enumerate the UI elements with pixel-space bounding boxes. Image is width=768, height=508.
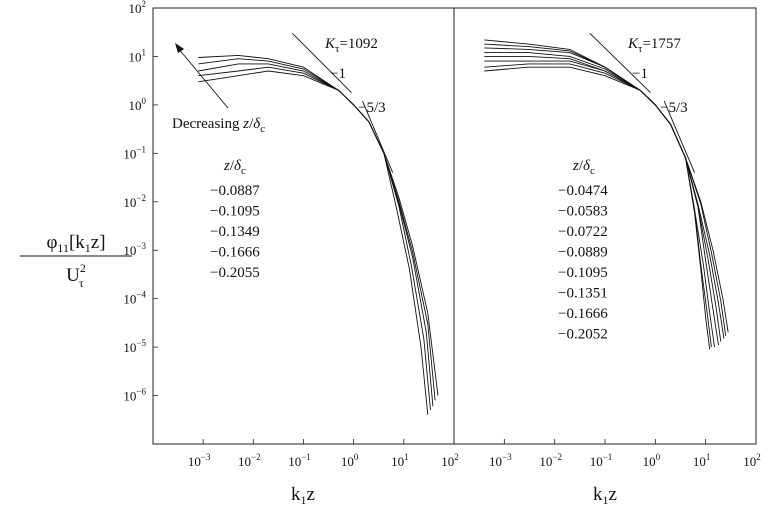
y-axis-label-denominator: U2 τ <box>66 261 86 290</box>
y-tick-label: 10−2 <box>123 193 146 210</box>
y-axis-label-numerator: φ11[k1z] <box>46 232 105 255</box>
slope-line-minus-1 <box>292 33 352 93</box>
slope-line-minus-5-3 <box>362 100 394 173</box>
y-tick-label: 10−4 <box>123 290 146 307</box>
slope-label-minus-1: −1 <box>330 66 346 82</box>
legend-entry: −0.1351 <box>558 286 608 302</box>
y-tick-label: 101 <box>129 47 147 64</box>
slope-label-minus-5-3: −5/3 <box>358 100 386 116</box>
legend-entry: −0.1666 <box>210 245 260 261</box>
x-axis-label-right: k1z <box>593 484 617 507</box>
x-tick-label: 10−2 <box>238 452 261 469</box>
legend-entry: −0.1095 <box>210 204 260 220</box>
legend-entry: −0.1095 <box>558 265 608 281</box>
legend-entry: −0.0887 <box>210 183 260 199</box>
legend-entry: −0.2055 <box>210 265 260 281</box>
y-axis-label: φ11[k1z] U2 τ <box>20 232 132 290</box>
y-tick-label: 102 <box>129 0 147 16</box>
decreasing-annotation: Decreasing z/δc <box>172 43 265 135</box>
slope-label-minus-5-3: −5/3 <box>660 100 688 116</box>
decreasing-arrow-shaft <box>177 47 229 109</box>
legend-entry: −0.1666 <box>558 306 608 322</box>
axes-layer: 102 101 100 10−1 10−2 10−3 10−4 10−5 10−6 10−3 10−… <box>123 0 760 469</box>
series-line-right-8 <box>484 66 711 350</box>
x-tick-label: 100 <box>341 452 359 469</box>
curves-layer <box>198 39 729 415</box>
right-panel-title: Kτ=1757 <box>627 36 681 55</box>
x-tick-label: 10−1 <box>590 452 613 469</box>
y-tick-label: 10−3 <box>123 241 146 258</box>
slope-line-minus-5-3 <box>663 100 695 173</box>
legend-entry: −0.0889 <box>558 245 608 261</box>
x-tick-label: 10−3 <box>188 452 211 469</box>
x-tick-label: 100 <box>643 452 661 469</box>
legend-entry: −0.0474 <box>558 183 608 199</box>
y-tick-label: 10−1 <box>123 144 146 161</box>
x-tick-label: 10−2 <box>539 452 562 469</box>
series-line-left-5 <box>198 70 429 415</box>
left-panel-title: Kτ=1092 <box>324 36 378 55</box>
y-tick-label: 10−5 <box>123 338 146 355</box>
right-legend-title: z/δc <box>572 158 595 177</box>
x-tick-label: 10−3 <box>489 452 512 469</box>
slope-label-minus-1: −1 <box>632 66 648 82</box>
decreasing-label: Decreasing z/δc <box>172 116 265 135</box>
y-tick-label: 10−6 <box>123 387 146 404</box>
legend-entry: −0.0583 <box>558 204 608 220</box>
x-tick-label: 102 <box>441 452 459 469</box>
slope-line-minus-1 <box>589 33 651 93</box>
x-tick-label: 102 <box>743 452 761 469</box>
legend-entry: −0.0722 <box>558 224 608 240</box>
legend-entry: −0.1349 <box>210 224 260 240</box>
x-axis-label-left: k1z <box>291 484 315 507</box>
x-tick-label: 101 <box>693 452 711 469</box>
slopes-layer: −1 −5/3 −1 −5/3 <box>292 33 695 173</box>
legend-entry: −0.2052 <box>558 327 608 343</box>
y-tick-label: 100 <box>129 96 147 113</box>
x-tick-label: 10−1 <box>288 452 311 469</box>
left-legend-title: z/δc <box>223 158 246 177</box>
legend-layer: −0.0887 −0.1095 −0.1349 −0.1666 −0.2055 −0.04… <box>210 183 608 343</box>
decreasing-arrow-head <box>175 43 184 53</box>
x-tick-label: 101 <box>391 452 409 469</box>
